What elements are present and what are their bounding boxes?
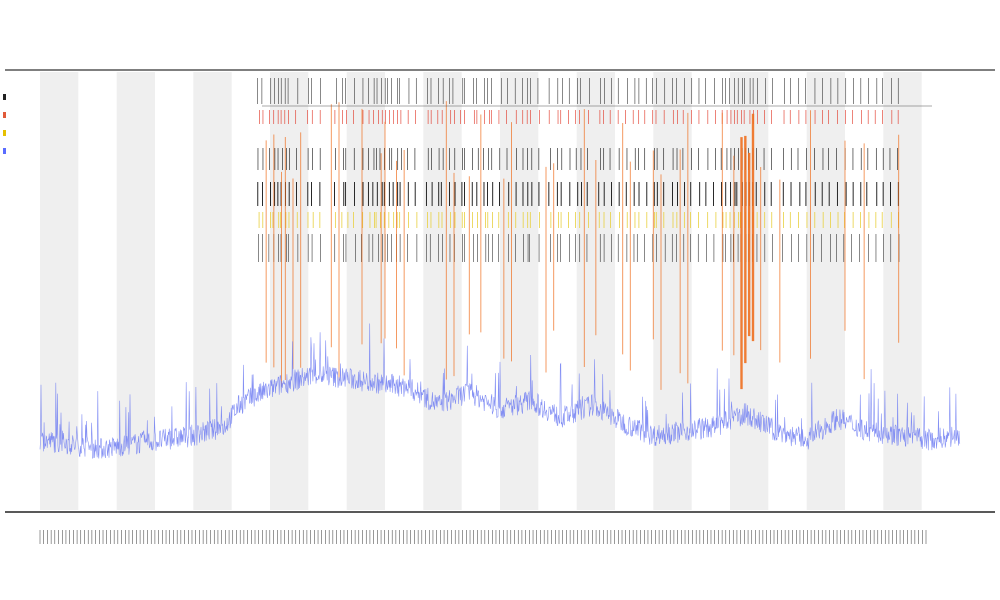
spike-lines xyxy=(265,101,900,390)
shaded-band-6 xyxy=(423,72,462,510)
x-tick-labels xyxy=(39,530,927,544)
signal-series xyxy=(39,323,961,459)
shaded-band-12 xyxy=(883,72,922,510)
shaded-band-5 xyxy=(346,72,385,510)
event-ticks xyxy=(257,78,900,262)
shaded-band-4 xyxy=(270,72,309,510)
shaded-band-2 xyxy=(116,72,155,510)
signal-line xyxy=(39,323,961,459)
shaded-bands xyxy=(40,72,922,510)
shaded-band-9 xyxy=(653,72,692,510)
shaded-band-3 xyxy=(193,72,232,510)
shaded-band-11 xyxy=(806,72,845,510)
shaded-band-7 xyxy=(500,72,539,510)
